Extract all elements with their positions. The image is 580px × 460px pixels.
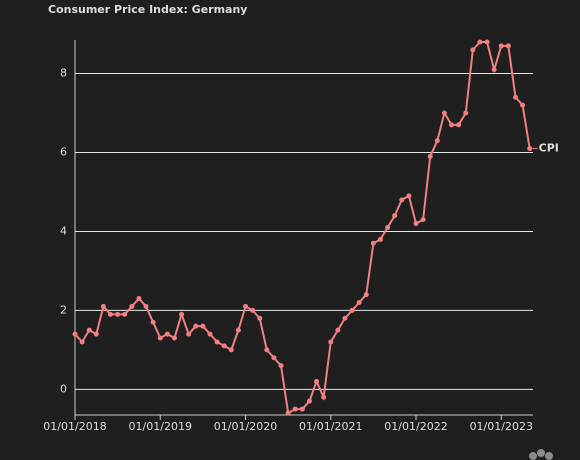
point: [406, 193, 412, 199]
point: [257, 315, 263, 321]
point: [122, 311, 128, 317]
point: [79, 339, 85, 345]
point: [264, 347, 270, 353]
point: [470, 47, 476, 53]
chart-title: Consumer Price Index: Germany: [48, 3, 247, 16]
point: [186, 331, 192, 337]
y-tick-label: 4: [60, 224, 67, 237]
point: [328, 339, 334, 345]
x-tick-label: 01/01/2021: [299, 420, 362, 433]
point: [392, 213, 398, 219]
y-tick-label: 0: [60, 382, 67, 395]
point: [157, 335, 163, 341]
point: [143, 303, 149, 309]
point: [100, 303, 106, 309]
point: [136, 296, 142, 302]
point: [193, 323, 199, 329]
point: [456, 122, 462, 128]
x-tick-label: 01/01/2018: [43, 420, 106, 433]
point: [72, 331, 78, 337]
point: [463, 110, 469, 116]
point: [200, 323, 206, 329]
point: [427, 153, 433, 159]
point: [512, 94, 518, 100]
point: [306, 398, 312, 404]
logo: [529, 449, 553, 460]
x-tick-label: 01/01/2020: [214, 420, 277, 433]
point: [108, 311, 114, 317]
point: [434, 138, 440, 144]
point: [413, 221, 419, 227]
point: [449, 122, 455, 128]
point: [370, 240, 376, 246]
point: [115, 311, 121, 317]
x-tick-label: 01/01/2022: [384, 420, 447, 433]
point: [271, 355, 277, 361]
point: [477, 39, 483, 45]
point: [221, 343, 227, 349]
point: [441, 110, 447, 116]
series-label: CPI: [539, 142, 559, 155]
point: [164, 331, 170, 337]
point: [420, 217, 426, 223]
point: [299, 406, 305, 412]
point: [321, 394, 327, 400]
point: [484, 39, 490, 45]
line: [74, 40, 531, 415]
point: [356, 300, 362, 305]
y-tick-label: 8: [60, 67, 67, 80]
point: [214, 339, 220, 345]
point: [278, 363, 284, 369]
point: [520, 102, 526, 108]
point: [285, 410, 291, 416]
point: [527, 146, 533, 152]
point: [243, 303, 249, 309]
point: [363, 292, 369, 298]
point: [179, 311, 185, 317]
y-tick-label: 2: [60, 303, 67, 316]
point: [377, 236, 383, 242]
x-tick-label: 01/01/2023: [470, 420, 533, 433]
point: [150, 319, 156, 325]
point: [399, 197, 405, 203]
point: [129, 303, 135, 309]
point: [235, 327, 241, 333]
point: [498, 43, 504, 49]
point: [491, 67, 497, 73]
point: [228, 347, 234, 353]
x-tick-label: 01/01/2019: [129, 420, 192, 433]
point: [250, 307, 256, 313]
point: [505, 43, 511, 49]
point: [292, 406, 298, 412]
point: [349, 307, 355, 313]
point: [314, 378, 320, 384]
point: [385, 225, 391, 230]
point: [86, 327, 92, 333]
point: [171, 335, 177, 341]
y-tick-label: 6: [60, 146, 67, 159]
point: [342, 315, 348, 321]
point: [335, 327, 341, 333]
point: [207, 331, 213, 337]
point: [93, 331, 99, 337]
